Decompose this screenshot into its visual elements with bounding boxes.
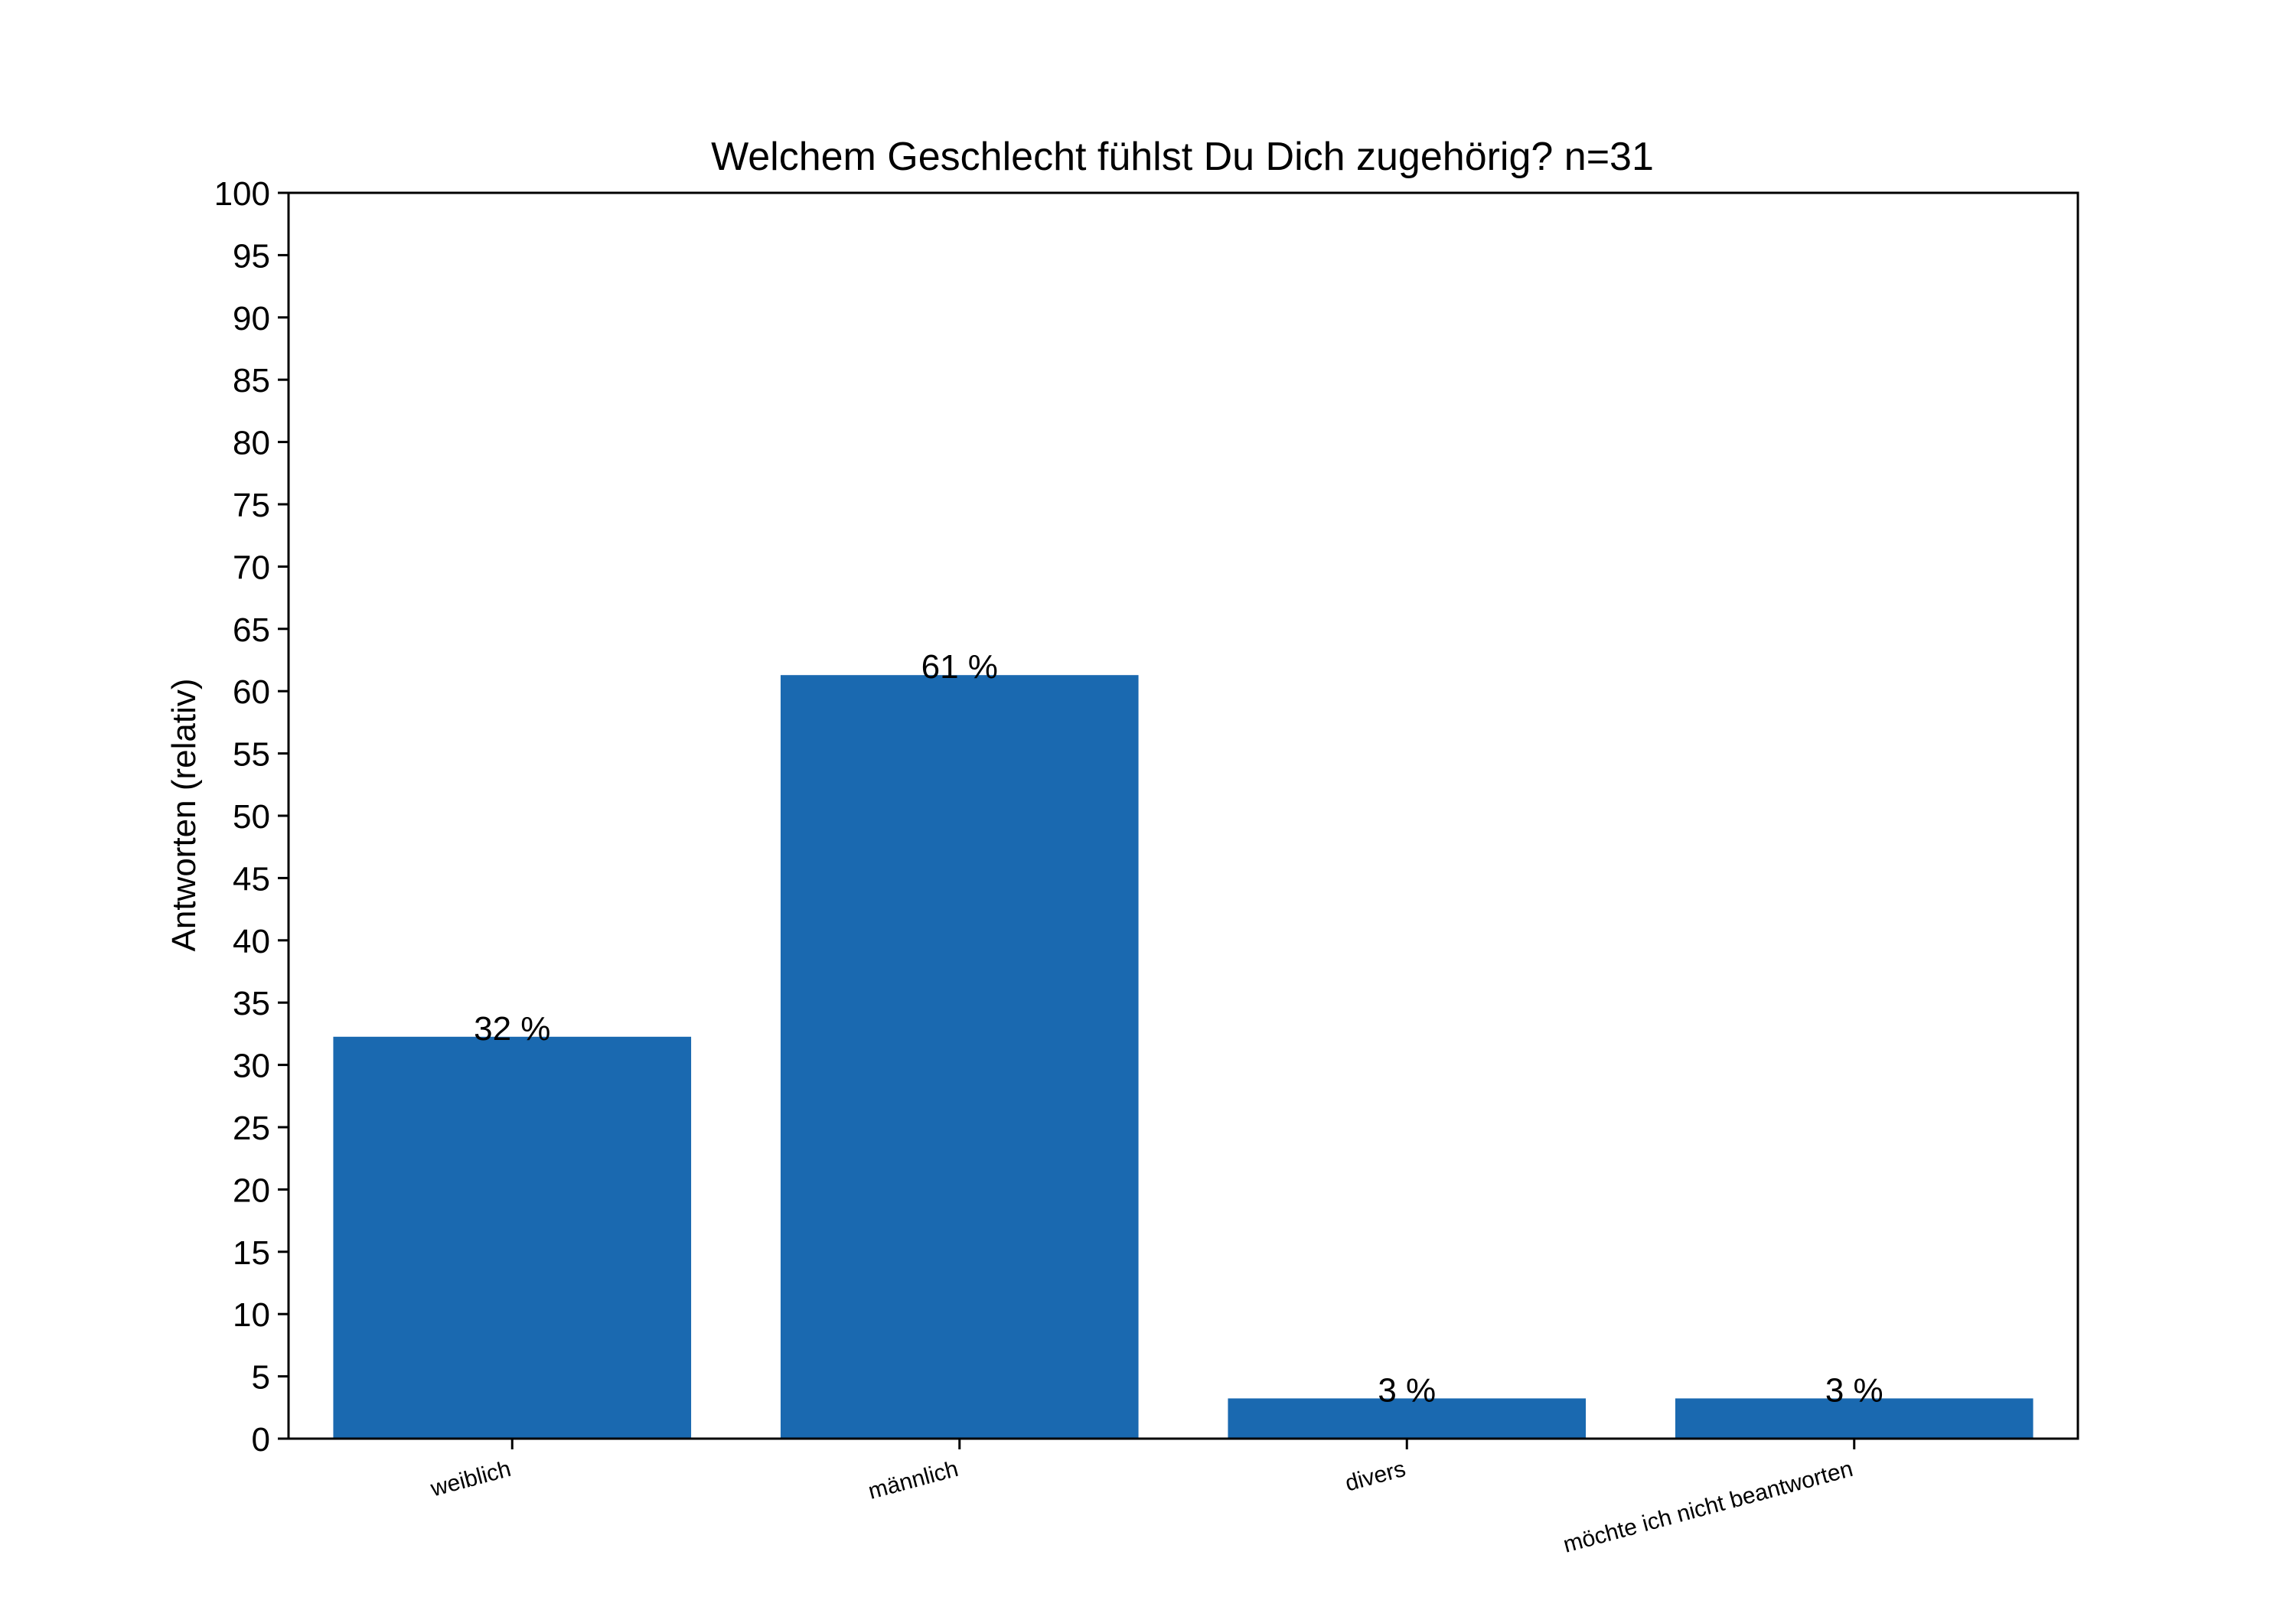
y-axis: 0 5 10 15 20 25 30 35 40 45 50 55 60 65 70 75 80 85 90 95 10… xyxy=(214,175,289,1459)
y-tick-label: 5 xyxy=(252,1359,270,1397)
y-tick-label: 85 xyxy=(233,362,270,399)
y-tick-label: 50 xyxy=(233,798,270,836)
bar xyxy=(333,1036,692,1439)
y-tick-label: 70 xyxy=(233,549,270,586)
plot-frame xyxy=(287,191,2079,1440)
y-tick-label: 20 xyxy=(233,1172,270,1209)
bar-value-label: 3 % xyxy=(1378,1371,1436,1409)
y-tick-label: 10 xyxy=(233,1296,270,1334)
bar-value-label: 32 % xyxy=(474,1010,550,1048)
y-tick-label: 100 xyxy=(214,175,270,213)
x-axis: weiblich männlich divers möchte ich nicht b… xyxy=(427,1439,1856,1558)
bar-value-label: 61 % xyxy=(921,648,998,686)
y-tick-label: 30 xyxy=(233,1048,270,1085)
y-tick-label: 95 xyxy=(233,237,270,275)
y-tick-label: 80 xyxy=(233,425,270,462)
y-tick-label: 55 xyxy=(233,736,270,774)
bars: 32 % 61 % 3 % 3 % xyxy=(333,648,2033,1439)
bar xyxy=(1675,1398,2033,1439)
x-tick-label: weiblich xyxy=(427,1456,514,1502)
y-tick-label: 60 xyxy=(233,673,270,711)
y-axis-label: Antworten (relativ) xyxy=(165,678,203,951)
x-tick-label: möchte ich nicht beantworten xyxy=(1561,1456,1855,1558)
y-tick-label: 90 xyxy=(233,300,270,337)
bar xyxy=(1228,1398,1587,1439)
y-tick-label: 0 xyxy=(252,1421,270,1459)
y-tick-label: 35 xyxy=(233,985,270,1022)
chart-title: Welchem Geschlecht fühlst Du Dich zugehö… xyxy=(711,135,1654,179)
y-tick-label: 65 xyxy=(233,611,270,649)
bar xyxy=(780,675,1139,1439)
y-tick-label: 25 xyxy=(233,1110,270,1147)
x-tick-label: divers xyxy=(1342,1456,1408,1497)
y-tick-label: 40 xyxy=(233,923,270,960)
y-tick-label: 75 xyxy=(233,487,270,524)
y-tick-label: 15 xyxy=(233,1234,270,1272)
x-tick-label: männlich xyxy=(866,1456,961,1504)
y-tick-label: 45 xyxy=(233,860,270,898)
bar-value-label: 3 % xyxy=(1825,1371,1883,1409)
